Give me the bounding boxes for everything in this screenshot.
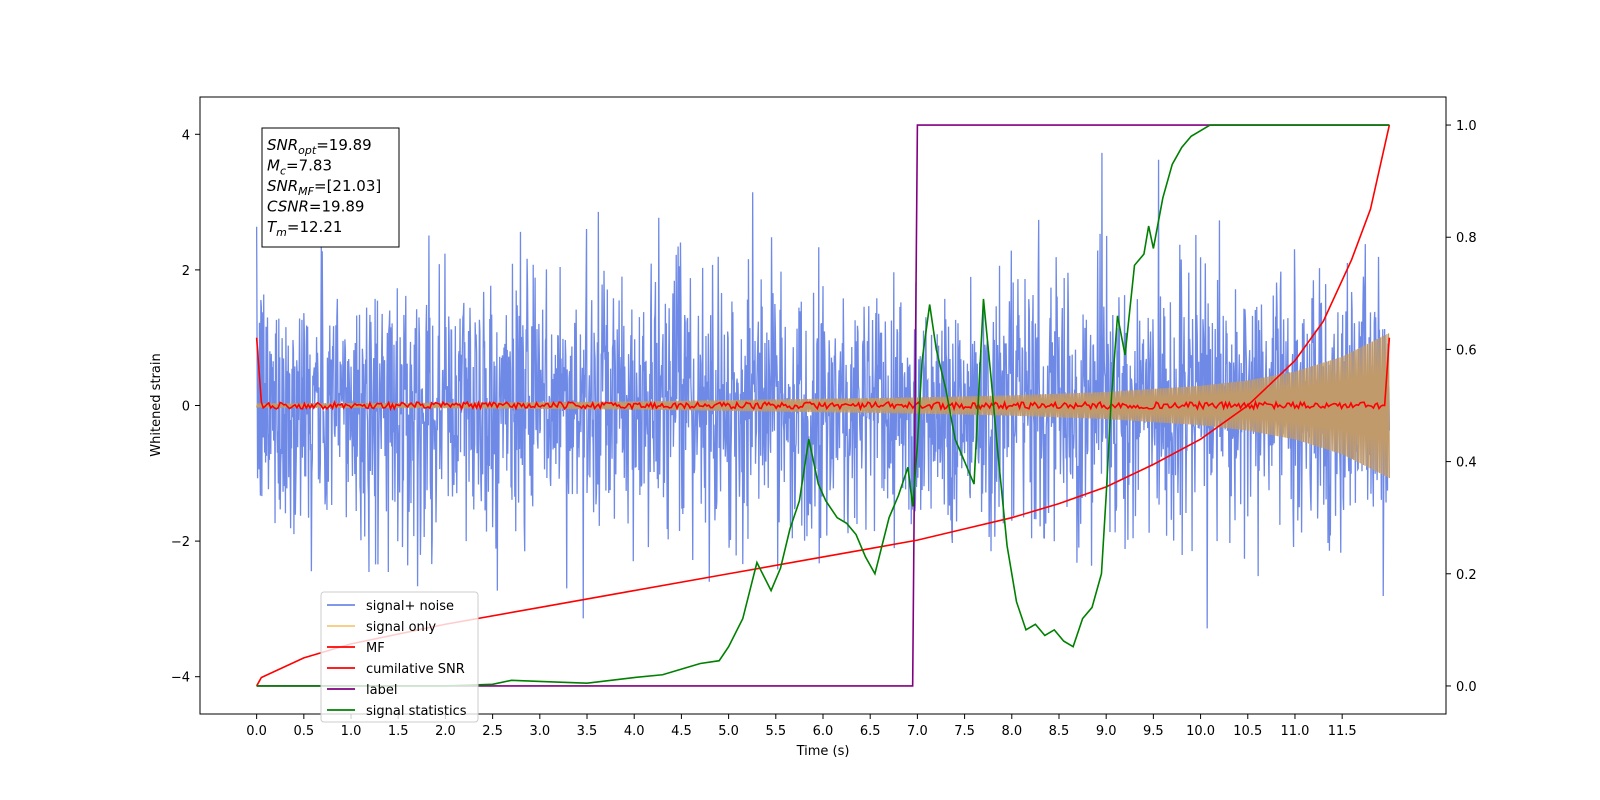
right-y-tick-label: 0.2 bbox=[1456, 568, 1477, 583]
right-y-axis-ticks: 1.0 0.8 0.6 0.4 0.2 0.0 bbox=[1446, 119, 1477, 695]
right-y-tick-label: 0.8 bbox=[1456, 231, 1477, 246]
x-tick-label: 11.5 bbox=[1328, 724, 1357, 739]
x-tick-label: 6.0 bbox=[813, 724, 834, 739]
info-box-line: Tm=12.21 bbox=[267, 218, 342, 239]
x-tick-label: 9.0 bbox=[1096, 724, 1117, 739]
legend-label: signal only bbox=[366, 620, 436, 635]
y-tick-label: 2 bbox=[182, 264, 190, 279]
info-box-frame bbox=[261, 127, 400, 248]
x-tick-label: 5.5 bbox=[765, 724, 786, 739]
plot-area bbox=[255, 124, 1391, 687]
x-tick-label: 4.5 bbox=[671, 724, 692, 739]
series-mf bbox=[255, 337, 1391, 412]
x-axis-label: Time (s) bbox=[796, 744, 850, 759]
x-tick-label: 11.0 bbox=[1280, 724, 1309, 739]
y-tick-label: −4 bbox=[171, 671, 190, 686]
x-tick-label: 6.5 bbox=[860, 724, 881, 739]
legend-label: signal+ noise bbox=[366, 599, 454, 614]
x-tick-label: 1.5 bbox=[388, 724, 409, 739]
x-tick-label: 2.0 bbox=[435, 724, 456, 739]
y-tick-label: 4 bbox=[182, 128, 190, 143]
x-tick-label: 2.5 bbox=[482, 724, 503, 739]
y-tick-label: 0 bbox=[182, 400, 190, 415]
x-tick-label: 3.0 bbox=[529, 724, 550, 739]
series-label bbox=[256, 124, 1390, 687]
right-y-tick-label: 0.6 bbox=[1456, 343, 1477, 358]
series-signal-statistics bbox=[256, 124, 1390, 687]
info-box-line: SNRMF=[21.03] bbox=[267, 177, 381, 198]
x-tick-label: 10.5 bbox=[1233, 724, 1262, 739]
info-box-line: SNRopt=19.89 bbox=[267, 136, 372, 157]
right-y-tick-label: 1.0 bbox=[1456, 119, 1477, 134]
x-tick-label: 0.5 bbox=[293, 724, 314, 739]
right-y-tick-label: 0.0 bbox=[1456, 680, 1477, 695]
x-tick-label: 4.0 bbox=[624, 724, 645, 739]
y-axis-label: Whitened strain bbox=[149, 353, 164, 456]
legend-label: MF bbox=[366, 641, 385, 656]
x-tick-label: 7.0 bbox=[907, 724, 928, 739]
legend-label: label bbox=[366, 683, 397, 698]
legend: signal+ noise signal only MF cumilative SNR… bbox=[320, 591, 479, 723]
x-tick-label: 3.5 bbox=[577, 724, 598, 739]
x-tick-label: 8.5 bbox=[1049, 724, 1070, 739]
x-tick-label: 5.0 bbox=[718, 724, 739, 739]
x-tick-label: 8.0 bbox=[1001, 724, 1022, 739]
legend-label: signal statistics bbox=[366, 704, 467, 719]
info-box: SNRopt=19.89Mc=7.83SNRMF=[21.03]CSNR=19.… bbox=[261, 127, 400, 248]
legend-frame bbox=[320, 591, 479, 723]
y-tick-label: −2 bbox=[171, 535, 190, 550]
info-box-line: CSNR=19.89 bbox=[267, 198, 364, 216]
x-axis-ticks: 0.0 0.5 1.0 1.5 2.0 2.5 3.0 3.5 4.0 4.5 5.0 5.5 6.0 6… bbox=[246, 714, 1357, 739]
x-tick-label: 1.0 bbox=[341, 724, 362, 739]
x-tick-label: 9.5 bbox=[1143, 724, 1164, 739]
legend-label: cumilative SNR bbox=[366, 662, 465, 677]
series-signal-noise bbox=[255, 152, 1391, 629]
info-box-line: Mc=7.83 bbox=[267, 157, 332, 178]
x-tick-label: 7.5 bbox=[954, 724, 975, 739]
x-tick-label: 10.0 bbox=[1186, 724, 1215, 739]
x-tick-label: 0.0 bbox=[246, 724, 267, 739]
right-y-tick-label: 0.4 bbox=[1456, 456, 1477, 471]
left-y-axis-ticks: 4 2 0 −2 −4 bbox=[171, 128, 200, 686]
